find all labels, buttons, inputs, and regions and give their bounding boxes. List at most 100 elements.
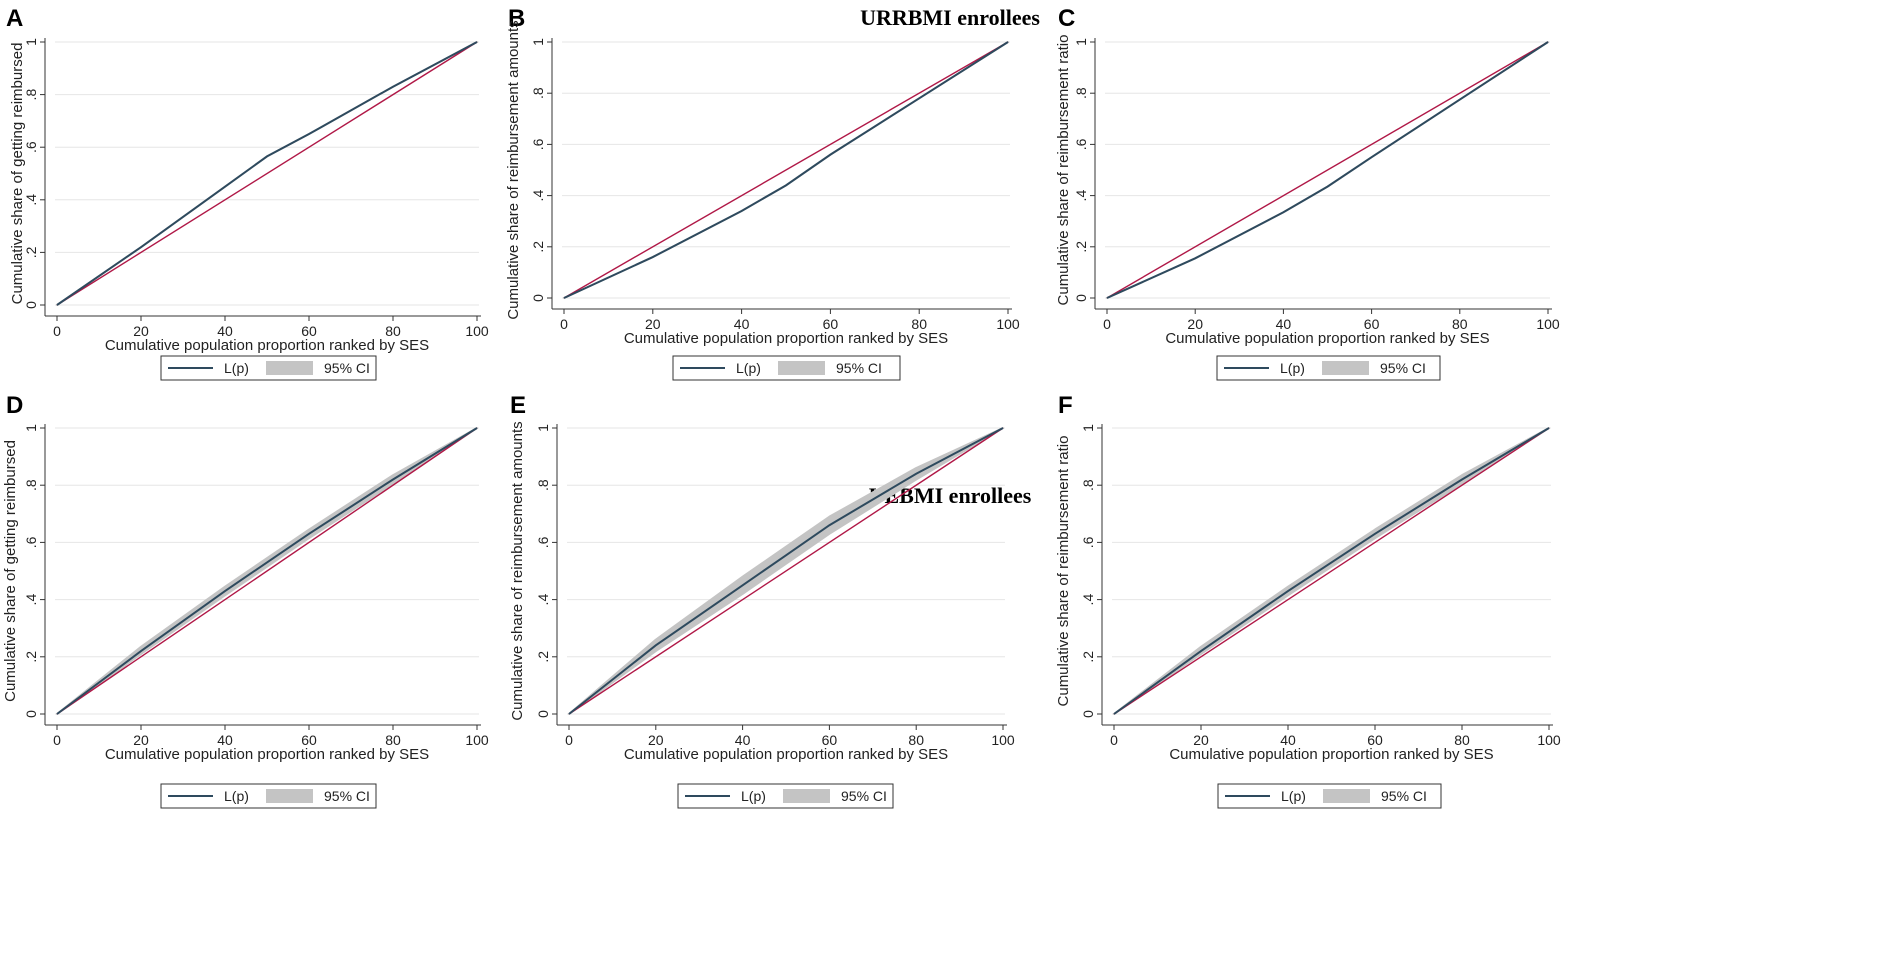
y-tick-label: .2 [23,246,39,258]
equality-line [1106,41,1549,299]
y-tick-label: .2 [535,651,551,663]
x-tick-label: 40 [1280,732,1296,748]
x-tick-label: 100 [1537,732,1561,748]
x-axis-label: Cumulative population proportion ranked … [105,746,429,763]
lorenz-curve [56,427,478,715]
y-tick-label: 0 [535,710,551,718]
group-title-urrbmi: URRBMI enrollees [860,5,1040,30]
y-tick-label: .6 [530,138,546,150]
legend-label-ci: 95% CI [1381,788,1427,804]
y-tick-label: .4 [535,594,551,606]
y-tick-label: 0 [1080,710,1096,718]
y-tick-label: .8 [530,87,546,99]
x-tick-label: 80 [385,323,401,339]
legend-band-swatch [783,789,830,803]
legend-band-swatch [266,361,313,375]
legend-band-swatch [778,361,825,375]
x-tick-label: 0 [53,323,61,339]
y-tick-label: .8 [1080,479,1096,491]
x-tick-label: 20 [133,732,149,748]
legend-band-swatch [1323,789,1370,803]
x-tick-label: 0 [1110,732,1118,748]
panel-label: C [1058,5,1075,32]
y-axis-label: Cumulative share of reimbursement ratio [1055,436,1072,707]
panel-a: A 0 .2 .4 .6 .8 1 0 20 40 60 80 100 Cumulative popula… [6,5,489,381]
panel-label: E [510,392,526,419]
x-tick-label: 60 [1367,732,1383,748]
x-tick-label: 0 [53,732,61,748]
legend-label-ci: 95% CI [841,788,887,804]
panel-label: B [508,5,525,32]
legend-label-ci: 95% CI [836,360,882,376]
x-tick-label: 0 [1103,316,1111,332]
equality-line [1113,427,1550,715]
equality-line [568,427,1004,715]
y-tick-label: 1 [1080,424,1096,432]
y-tick-label: 1 [1073,38,1089,46]
x-tick-label: 80 [1454,732,1470,748]
x-tick-label: 80 [911,316,927,332]
x-axis-label: Cumulative population proportion ranked … [1169,746,1493,763]
y-tick-label: 0 [1073,294,1089,302]
y-tick-label: .2 [1073,241,1089,253]
y-axis-label: Cumulative share of getting reimbursed [9,43,26,305]
y-tick-label: 1 [535,424,551,432]
x-tick-label: 20 [1193,732,1209,748]
y-tick-label: .4 [23,194,39,206]
y-axis-label: Cumulative share of reimbursement ratio [1055,35,1072,306]
x-tick-label: 40 [1276,316,1292,332]
y-tick-label: 0 [23,710,39,718]
legend-label-lp: L(p) [224,360,249,376]
x-tick-label: 80 [385,732,401,748]
x-tick-label: 40 [735,732,751,748]
equality-line [56,41,478,306]
y-axis-label: Cumulative share of getting reimbursed [2,440,19,702]
y-tick-label: .4 [530,190,546,202]
y-tick-label: .4 [1073,190,1089,202]
y-tick-label: 0 [23,301,39,309]
x-axis-label: Cumulative population proportion ranked … [105,337,429,354]
x-tick-label: 100 [996,316,1020,332]
legend-label-lp: L(p) [741,788,766,804]
equality-line [563,41,1009,299]
y-tick-label: .4 [23,594,39,606]
y-tick-label: .6 [1080,536,1096,548]
x-tick-label: 100 [465,323,489,339]
x-tick-label: 20 [133,323,149,339]
legend-label-lp: L(p) [224,788,249,804]
x-axis-label: Cumulative population proportion ranked … [624,330,948,347]
x-tick-label: 40 [217,732,233,748]
x-tick-label: 60 [301,323,317,339]
y-axis-label: Cumulative share of reimbursement amount… [505,20,522,319]
x-tick-label: 0 [560,316,568,332]
y-axis-label: Cumulative share of reimbursement amount… [509,421,526,720]
panel-label: D [6,392,23,419]
x-axis-label: Cumulative population proportion ranked … [1165,330,1489,347]
lorenz-curve [563,41,1009,299]
y-tick-label: 1 [23,424,39,432]
x-tick-label: 80 [908,732,924,748]
y-tick-label: .2 [23,651,39,663]
x-tick-label: 60 [1364,316,1380,332]
legend-label-ci: 95% CI [324,360,370,376]
y-tick-label: 1 [530,38,546,46]
x-axis-label: Cumulative population proportion ranked … [624,746,948,763]
y-tick-label: .6 [23,141,39,153]
y-tick-label: 0 [530,294,546,302]
x-tick-label: 60 [823,316,839,332]
y-tick-label: .4 [1080,594,1096,606]
x-tick-label: 80 [1452,316,1468,332]
x-tick-label: 100 [465,732,489,748]
y-tick-label: .2 [1080,651,1096,663]
y-tick-label: .6 [1073,138,1089,150]
legend-band-swatch [266,789,313,803]
legend-label-ci: 95% CI [324,788,370,804]
x-tick-label: 100 [991,732,1015,748]
x-tick-label: 40 [217,323,233,339]
x-tick-label: 20 [645,316,661,332]
x-tick-label: 60 [301,732,317,748]
panel-f: F 0 .2 .4 .6 .8 1 0 20 40 60 80 100 Cumulative popula… [1055,392,1561,809]
legend-label-ci: 95% CI [1380,360,1426,376]
